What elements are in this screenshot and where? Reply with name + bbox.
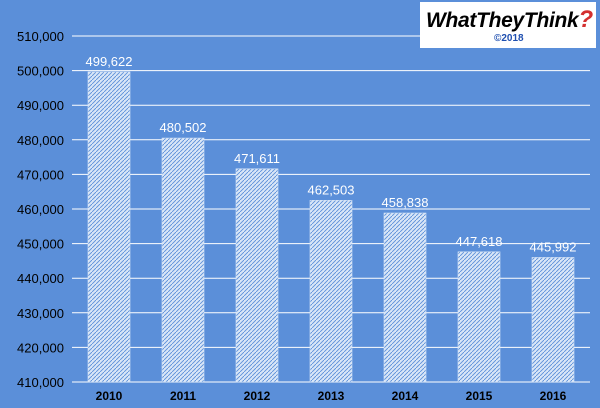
y-axis-tick-labels: 410,000 420,000 430,000 440,000 450,000 460,0…: [17, 29, 64, 390]
data-label: 458,838: [382, 195, 429, 210]
x-tick-label: 2016: [540, 389, 567, 403]
bar-2014: [383, 212, 427, 383]
bar-2012: [235, 168, 279, 383]
x-axis-tick-labels: 2010 2011 2012 2013 2014 2015 2016: [96, 389, 567, 403]
y-tick-label: 500,000: [17, 64, 64, 79]
data-label: 471,611: [234, 151, 280, 166]
x-tick-label: 2014: [392, 389, 419, 403]
y-tick-label: 420,000: [17, 340, 64, 355]
data-label: 462,503: [308, 182, 355, 197]
y-tick-label: 490,000: [17, 98, 64, 113]
bar-2013: [309, 200, 353, 383]
x-tick-label: 2013: [318, 389, 345, 403]
bar-2010: [87, 71, 131, 383]
copyright-notice: ©2018: [494, 33, 524, 44]
y-tick-label: 410,000: [17, 375, 64, 390]
x-tick-label: 2011: [170, 389, 196, 403]
x-tick-label: 2015: [466, 389, 493, 403]
bars: [87, 71, 575, 383]
y-tick-label: 480,000: [17, 133, 64, 148]
logo-text: WhatTheyThink: [426, 9, 579, 32]
logo-question-mark: ?: [578, 6, 593, 33]
y-tick-label: 440,000: [17, 271, 64, 286]
bar-2011: [161, 137, 205, 383]
data-label: 499,622: [86, 54, 133, 69]
brand-logo: WhatTheyThink? ©2018: [420, 2, 596, 48]
data-label: 447,618: [456, 234, 503, 249]
data-label: 480,502: [160, 120, 207, 135]
y-tick-label: 510,000: [17, 29, 64, 44]
y-tick-label: 470,000: [17, 167, 64, 182]
y-tick-label: 450,000: [17, 237, 64, 252]
x-tick-label: 2012: [244, 389, 271, 403]
data-labels: 499,622 480,502 471,611 462,503 458,838 447,6…: [86, 54, 577, 255]
bar-2015: [457, 251, 501, 383]
data-label: 445,992: [530, 239, 577, 254]
y-tick-label: 430,000: [17, 306, 64, 321]
bar-2016: [531, 257, 575, 383]
x-tick-label: 2010: [96, 389, 123, 403]
y-tick-label: 460,000: [17, 202, 64, 217]
logo-wordmark: WhatTheyThink?: [426, 6, 593, 34]
